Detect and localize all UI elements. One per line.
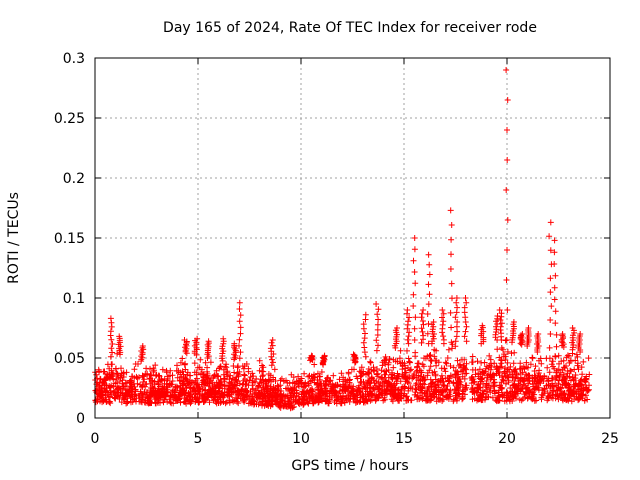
y-tick-label: 0.3: [63, 51, 85, 67]
y-tick-label: 0.2: [63, 171, 85, 187]
x-tick-label: 5: [194, 431, 203, 447]
y-tick-label: 0.1: [63, 291, 85, 307]
roti-series-markers: [92, 67, 593, 412]
y-tick-label: 0.05: [54, 351, 85, 367]
y-tick-label: 0.25: [54, 111, 85, 127]
x-tick-label: 15: [395, 431, 413, 447]
y-axis-title: ROTI / TECUs: [6, 192, 22, 284]
axis-ticks: 0 5 10 15 20 25 0 0.05 0.1 0.15 0.2 0.25 0.3: [54, 51, 619, 447]
x-tick-label: 25: [601, 431, 619, 447]
y-tick-label: 0.15: [54, 231, 85, 247]
data-points: [92, 67, 593, 412]
chart-title: Day 165 of 2024, Rate Of TEC Index for r…: [163, 20, 537, 36]
x-tick-label: 10: [292, 431, 310, 447]
x-axis-title: GPS time / hours: [291, 458, 408, 474]
y-tick-label: 0: [76, 411, 85, 427]
x-tick-label: 0: [91, 431, 100, 447]
plot-frame: [94, 57, 611, 419]
x-tick-label: 20: [498, 431, 516, 447]
